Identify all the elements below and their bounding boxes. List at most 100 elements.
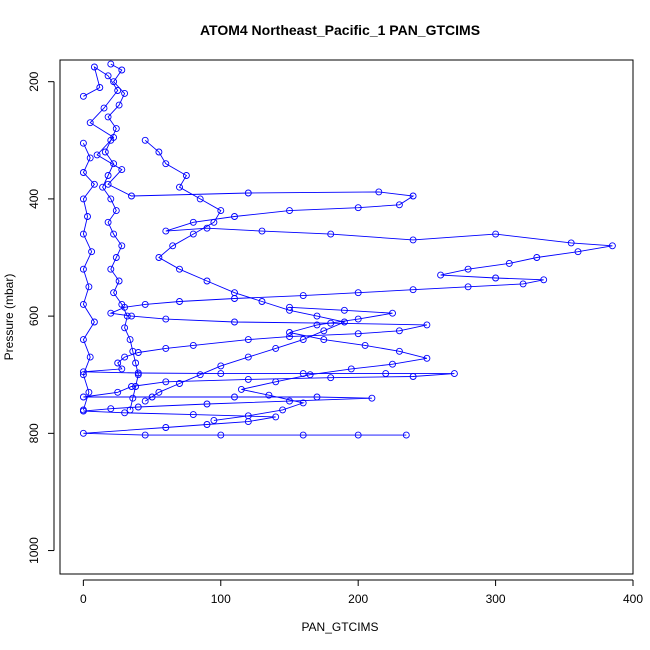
data-point — [99, 183, 107, 191]
data-point — [110, 160, 118, 168]
data-point — [286, 397, 293, 405]
x-tick-label: 400 — [623, 592, 643, 606]
data-point — [162, 424, 170, 431]
data-point — [79, 406, 87, 414]
data-point — [244, 353, 252, 361]
data-point — [115, 101, 123, 109]
data-point — [258, 298, 266, 305]
data-point — [85, 283, 93, 291]
data-point — [132, 359, 140, 367]
data-point — [79, 265, 87, 273]
data-point — [115, 277, 123, 285]
series-line — [102, 63, 139, 411]
data-point — [107, 405, 115, 413]
data-point — [437, 271, 445, 279]
data-point — [505, 259, 513, 267]
data-point — [104, 172, 112, 179]
data-point — [299, 370, 307, 378]
data-point — [189, 218, 197, 226]
data-point — [84, 213, 91, 220]
x-tick-label: 100 — [211, 592, 231, 606]
data-point — [237, 385, 245, 393]
data-point — [141, 136, 149, 144]
data-point — [409, 192, 417, 200]
data-point — [162, 160, 170, 168]
data-point — [121, 353, 129, 361]
data-point — [90, 318, 98, 326]
data-point — [79, 393, 87, 401]
data-point — [409, 286, 417, 294]
data-point — [128, 383, 135, 390]
series-line — [83, 65, 613, 436]
data-point — [299, 336, 307, 344]
y-axis-label: Pressure (mbar) — [2, 274, 16, 361]
data-point — [107, 309, 115, 317]
data-point — [88, 248, 96, 256]
data-point — [79, 92, 87, 100]
data-point — [244, 375, 252, 383]
data-point — [107, 136, 115, 144]
data-point — [107, 265, 115, 273]
data-point — [90, 63, 98, 71]
data-point — [86, 353, 94, 361]
data-point — [203, 400, 211, 408]
series-4 — [210, 303, 431, 424]
data-point — [134, 371, 142, 379]
data-point — [327, 374, 335, 382]
data-point — [104, 180, 112, 188]
data-point — [107, 195, 115, 203]
data-point — [155, 388, 163, 396]
data-point — [313, 393, 321, 401]
data-point — [118, 66, 126, 74]
data-point — [340, 318, 348, 326]
data-point — [395, 347, 403, 355]
data-point — [162, 315, 170, 323]
data-point — [286, 303, 293, 311]
data-point — [279, 406, 287, 414]
plot-frame — [59, 59, 634, 575]
data-point — [86, 119, 94, 127]
data-point — [129, 394, 137, 402]
data-point — [101, 148, 109, 156]
series-2 — [141, 136, 348, 405]
data-point — [79, 169, 87, 176]
data-point — [189, 230, 197, 238]
data-point — [423, 321, 431, 329]
y-tick-label: 400 — [27, 189, 41, 209]
data-point — [409, 236, 417, 244]
data-point — [231, 213, 238, 220]
data-point — [107, 60, 115, 68]
data-point — [464, 265, 472, 273]
data-point — [519, 280, 527, 288]
data-point — [123, 312, 131, 320]
data-point — [79, 371, 87, 379]
data-point — [231, 393, 238, 401]
data-point — [121, 324, 129, 332]
data-point — [409, 373, 417, 380]
data-point — [450, 370, 458, 378]
data-point — [86, 154, 94, 162]
data-point — [375, 188, 383, 196]
data-point — [114, 388, 122, 396]
data-point — [231, 318, 238, 326]
data-point — [189, 341, 197, 349]
y-tick-label: 800 — [27, 423, 41, 443]
data-point — [79, 300, 87, 308]
data-point — [128, 192, 135, 200]
data-point — [272, 413, 280, 421]
data-point — [210, 218, 218, 226]
data-point — [126, 336, 134, 344]
data-point — [567, 239, 575, 247]
y-axis: 200 400 600 800 1000 — [27, 71, 55, 564]
data-point — [608, 242, 616, 250]
data-point — [286, 333, 293, 341]
data-point — [110, 230, 118, 238]
series-layer — [79, 60, 616, 439]
data-point — [210, 416, 218, 424]
data-point — [402, 431, 410, 439]
series-line — [213, 306, 428, 421]
data-point — [258, 227, 266, 235]
data-point — [299, 399, 307, 407]
data-point — [286, 329, 293, 336]
